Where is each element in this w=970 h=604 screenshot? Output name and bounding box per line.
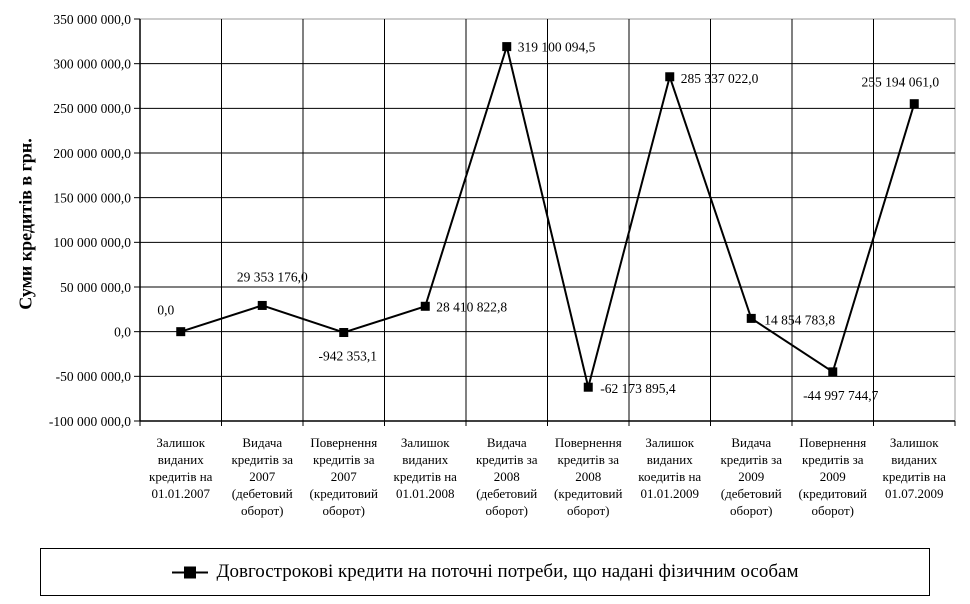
category-label: (кредитовий xyxy=(554,486,622,501)
category-label: 2007 xyxy=(331,469,358,484)
category-label: (дебетовий xyxy=(476,486,537,501)
data-point-marker xyxy=(828,367,838,377)
legend-marker-square xyxy=(183,566,196,578)
series-line xyxy=(180,42,916,388)
category-label: 2009 xyxy=(820,469,846,484)
legend: Довгострокові кредити на поточні потреби… xyxy=(40,548,930,596)
category-label: Видача xyxy=(242,435,282,450)
y-tick-label: -50 000 000,0 xyxy=(56,369,132,384)
category-label: кредитів за xyxy=(802,452,864,467)
category-label: Залишок xyxy=(156,435,205,450)
category-label: 01.01.2007 xyxy=(152,486,211,501)
category-label: коедитів на xyxy=(638,469,701,484)
category-label: кредитів на xyxy=(883,469,947,484)
y-axis-title: Суми кредитів в грн. xyxy=(15,138,36,310)
data-point-marker xyxy=(257,300,267,310)
category-label: виданих xyxy=(158,452,204,467)
data-point-label: 319 100 094,5 xyxy=(518,40,596,55)
data-point-label: -44 997 744,7 xyxy=(803,388,879,403)
category-label: (дебетовий xyxy=(232,486,293,501)
category-label: кредитів за xyxy=(476,452,538,467)
y-tick-label: -100 000 000,0 xyxy=(49,414,131,429)
data-point-marker xyxy=(909,99,919,109)
category-label: (дебетовий xyxy=(721,486,782,501)
category-label: оборот) xyxy=(730,503,772,518)
category-label: Залишок xyxy=(645,435,694,450)
y-tick-label: 150 000 000,0 xyxy=(53,190,131,205)
y-tick-label: 200 000 000,0 xyxy=(53,146,131,161)
legend-series-label: Довгострокові кредити на поточні потреби… xyxy=(216,561,799,582)
data-point-marker xyxy=(339,328,349,338)
data-point-label: 28 410 822,8 xyxy=(436,299,507,314)
legend-line-marker-icon xyxy=(171,566,208,579)
y-tick-label: 0,0 xyxy=(114,324,131,339)
category-label: Повернення xyxy=(310,435,377,450)
category-label: кредитів на xyxy=(394,469,458,484)
category-label: виданих xyxy=(402,452,448,467)
data-point-label: 0,0 xyxy=(157,303,174,318)
category-label: кредитів на xyxy=(149,469,213,484)
category-label: 01.07.2009 xyxy=(885,486,944,501)
category-label: кредитів за xyxy=(313,452,375,467)
data-point-marker xyxy=(502,42,512,52)
data-point-label: 285 337 022,0 xyxy=(681,71,759,86)
category-label: кредитів за xyxy=(720,452,782,467)
category-label: (кредитовий xyxy=(310,486,378,501)
y-tick-label: 300 000 000,0 xyxy=(53,56,131,71)
category-label: Залишок xyxy=(401,435,450,450)
category-label: оборот) xyxy=(812,503,854,518)
data-point-marker xyxy=(583,382,593,392)
category-label: виданих xyxy=(647,452,693,467)
y-tick-label: 350 000 000,0 xyxy=(53,12,131,27)
data-point-label: 14 854 783,8 xyxy=(764,312,835,327)
category-label: 2008 xyxy=(494,469,520,484)
category-label: Видача xyxy=(731,435,771,450)
category-label: оборот) xyxy=(323,503,365,518)
data-point-marker xyxy=(746,313,756,323)
y-tick-label: 250 000 000,0 xyxy=(53,101,131,116)
category-label: Залишок xyxy=(890,435,939,450)
y-tick-label: 100 000 000,0 xyxy=(53,235,131,250)
category-label: оборот) xyxy=(486,503,528,518)
data-point-marker xyxy=(176,327,186,337)
category-label: кредитів за xyxy=(231,452,293,467)
category-label: Повернення xyxy=(799,435,866,450)
data-point-label: -62 173 895,4 xyxy=(600,381,676,396)
category-label: Видача xyxy=(487,435,527,450)
category-label: 01.01.2008 xyxy=(396,486,455,501)
data-point-marker xyxy=(420,301,430,311)
category-label: Повернення xyxy=(555,435,622,450)
data-point-marker xyxy=(665,72,675,82)
y-tick-label: 50 000 000,0 xyxy=(60,280,131,295)
category-label: оборот) xyxy=(567,503,609,518)
category-label: 2008 xyxy=(575,469,601,484)
category-label: (кредитовий xyxy=(799,486,867,501)
category-label: виданих xyxy=(891,452,937,467)
category-label: оборот) xyxy=(241,503,283,518)
category-label: 2007 xyxy=(249,469,276,484)
category-label: 01.01.2009 xyxy=(641,486,700,501)
data-point-label: -942 353,1 xyxy=(319,349,378,364)
data-point-label: 255 194 061,0 xyxy=(861,75,939,90)
line-plot-canvas: 350 000 000,0 300 000 000,0 250 000 000,0 2… xyxy=(49,12,956,518)
category-label: 2009 xyxy=(738,469,764,484)
data-point-label: 29 353 176,0 xyxy=(237,269,308,284)
category-label: кредитів за xyxy=(557,452,619,467)
